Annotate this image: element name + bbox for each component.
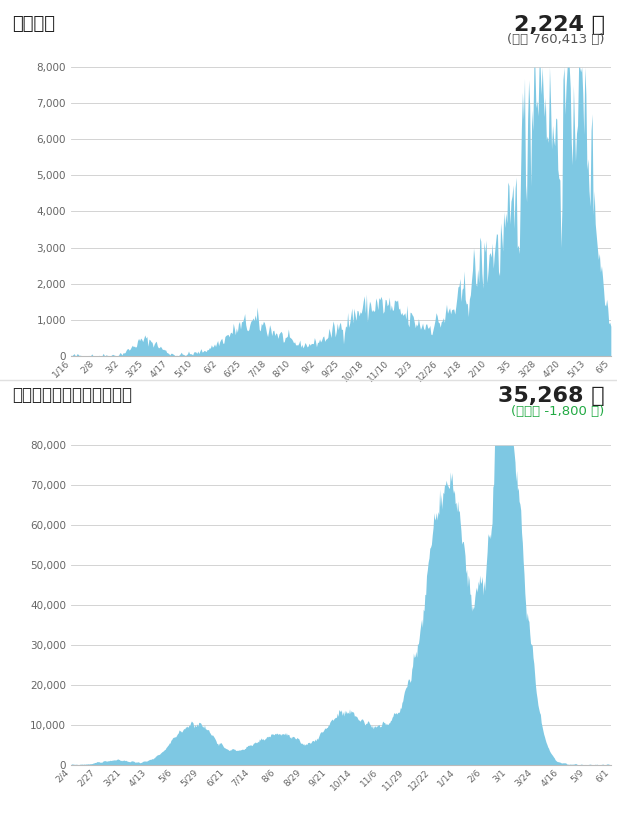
Text: 入院治療等を要する者の数: 入院治療等を要する者の数 <box>12 386 132 404</box>
Text: 35,268 人: 35,268 人 <box>498 386 605 406</box>
Text: (累計 760,413 人): (累計 760,413 人) <box>507 33 605 46</box>
Text: 陽性者数: 陽性者数 <box>12 15 56 33</box>
Text: (前日比 -1,800 人): (前日比 -1,800 人) <box>511 405 605 418</box>
Text: 2,224 人: 2,224 人 <box>514 15 605 34</box>
